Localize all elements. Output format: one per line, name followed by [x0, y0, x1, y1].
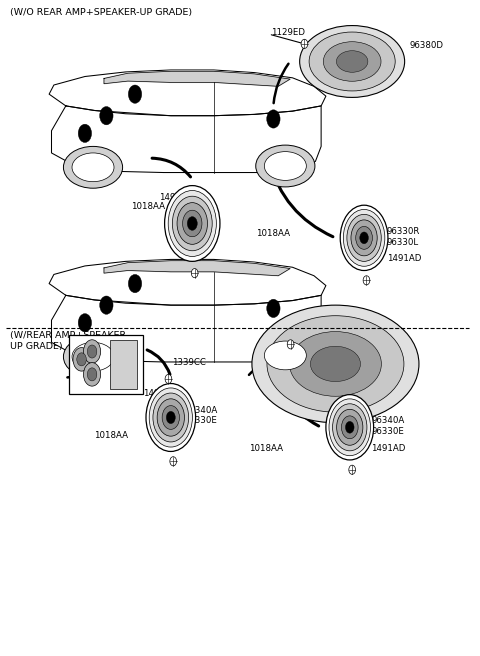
Text: 1018AA: 1018AA — [249, 444, 283, 453]
Circle shape — [84, 363, 101, 386]
Circle shape — [162, 405, 180, 430]
Text: 96330R: 96330R — [387, 228, 420, 236]
Text: (W/REAR AMP+SPEAKER-: (W/REAR AMP+SPEAKER- — [10, 331, 129, 340]
Ellipse shape — [72, 153, 114, 182]
Circle shape — [84, 340, 101, 363]
Circle shape — [78, 314, 92, 332]
Circle shape — [182, 210, 202, 237]
Circle shape — [100, 106, 113, 125]
Ellipse shape — [63, 146, 122, 188]
Ellipse shape — [264, 152, 306, 180]
Text: 1129ED: 1129ED — [271, 28, 305, 37]
Text: 96330L: 96330L — [387, 238, 419, 247]
Polygon shape — [49, 70, 326, 115]
Ellipse shape — [311, 346, 360, 382]
Ellipse shape — [252, 305, 419, 422]
Circle shape — [87, 368, 97, 381]
Ellipse shape — [264, 341, 306, 370]
Circle shape — [333, 404, 367, 451]
Text: 1491AD: 1491AD — [387, 253, 421, 262]
Text: 96330L: 96330L — [180, 221, 213, 230]
Circle shape — [349, 465, 356, 474]
Text: UP GRADE): UP GRADE) — [10, 342, 62, 352]
Circle shape — [351, 220, 377, 256]
Circle shape — [267, 299, 280, 318]
Ellipse shape — [267, 316, 404, 412]
Ellipse shape — [289, 331, 382, 396]
Circle shape — [157, 399, 184, 436]
Circle shape — [340, 205, 388, 270]
Ellipse shape — [309, 32, 395, 91]
Ellipse shape — [256, 335, 315, 377]
Circle shape — [192, 268, 198, 277]
Polygon shape — [104, 72, 290, 87]
Polygon shape — [51, 295, 321, 362]
Circle shape — [356, 226, 372, 249]
Circle shape — [363, 276, 370, 285]
Circle shape — [167, 411, 175, 424]
Circle shape — [343, 209, 385, 266]
Circle shape — [87, 345, 97, 358]
Text: 96330R: 96330R — [180, 211, 214, 219]
Text: 1339CC: 1339CC — [172, 358, 206, 367]
Text: 1018AA: 1018AA — [131, 202, 165, 211]
Text: 1491AD: 1491AD — [159, 193, 193, 202]
Circle shape — [287, 340, 294, 349]
Circle shape — [170, 457, 177, 466]
Text: 1018AA: 1018AA — [95, 431, 129, 440]
Text: 1491AD: 1491AD — [143, 390, 177, 398]
Ellipse shape — [323, 42, 381, 81]
Ellipse shape — [300, 26, 405, 97]
Circle shape — [326, 395, 373, 460]
Circle shape — [100, 296, 113, 314]
Circle shape — [165, 375, 172, 384]
Text: 96370N: 96370N — [67, 346, 101, 355]
Text: 96330E: 96330E — [371, 426, 404, 436]
Circle shape — [301, 39, 308, 49]
Circle shape — [341, 416, 358, 439]
Circle shape — [168, 190, 216, 256]
Text: 96340A: 96340A — [371, 416, 405, 425]
Circle shape — [146, 384, 196, 451]
Circle shape — [149, 388, 192, 447]
Circle shape — [73, 348, 90, 371]
Circle shape — [187, 216, 197, 230]
Circle shape — [128, 85, 142, 103]
Polygon shape — [49, 259, 326, 305]
Circle shape — [78, 124, 92, 142]
Circle shape — [346, 421, 354, 433]
Ellipse shape — [72, 342, 114, 371]
Bar — [110, 340, 137, 389]
Polygon shape — [51, 106, 321, 173]
Circle shape — [128, 274, 142, 293]
Circle shape — [360, 232, 368, 244]
Ellipse shape — [336, 51, 368, 72]
Circle shape — [172, 196, 212, 251]
Polygon shape — [104, 260, 290, 276]
Text: 1129ED: 1129ED — [331, 344, 365, 354]
Circle shape — [347, 215, 381, 261]
Circle shape — [267, 110, 280, 128]
Text: 96371: 96371 — [393, 359, 420, 368]
Ellipse shape — [63, 336, 122, 378]
Text: 1491AD: 1491AD — [371, 443, 406, 453]
Circle shape — [77, 353, 86, 366]
Text: 1018AA: 1018AA — [256, 229, 290, 237]
Circle shape — [336, 409, 363, 445]
Text: 96330E: 96330E — [184, 416, 217, 425]
Text: 96380D: 96380D — [409, 41, 444, 50]
Ellipse shape — [256, 145, 315, 187]
Circle shape — [329, 399, 371, 456]
Circle shape — [165, 186, 220, 261]
Circle shape — [177, 203, 207, 244]
Bar — [70, 335, 144, 394]
Circle shape — [153, 393, 189, 442]
Text: 96340A: 96340A — [184, 405, 217, 415]
Text: (W/O REAR AMP+SPEAKER-UP GRADE): (W/O REAR AMP+SPEAKER-UP GRADE) — [10, 8, 192, 17]
